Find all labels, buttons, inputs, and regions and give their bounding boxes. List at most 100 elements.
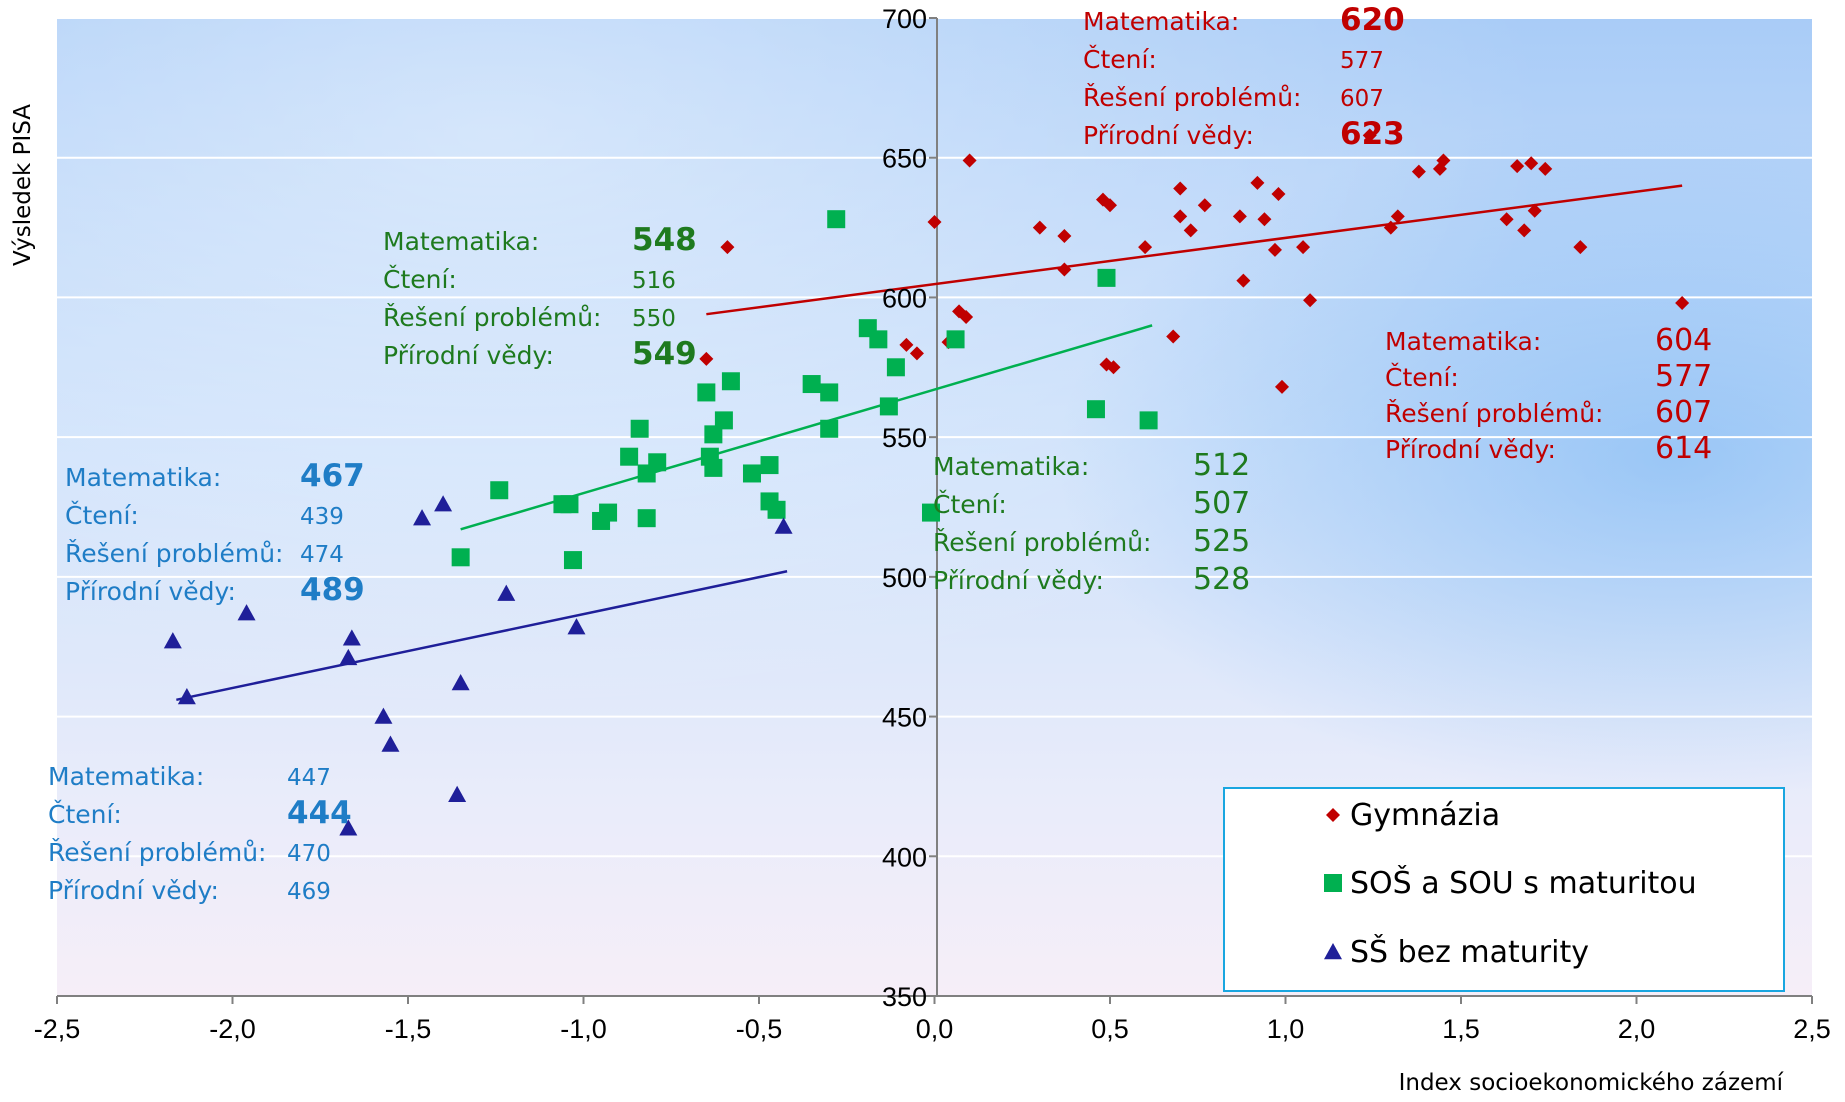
triangle-point xyxy=(381,735,400,752)
square-point xyxy=(490,481,509,500)
annotation-label: Řešení problémů: xyxy=(933,528,1151,557)
square-point xyxy=(886,358,905,377)
diamond-point xyxy=(1103,198,1117,213)
square-point xyxy=(620,447,639,466)
square-point xyxy=(563,551,582,570)
legend-item: SOŠ a SOU s maturitou xyxy=(1324,864,1697,901)
annotation-value: 512 xyxy=(1193,448,1250,483)
y-tick-label: 600 xyxy=(882,283,927,313)
diamond-point xyxy=(1326,808,1340,822)
square-point xyxy=(451,548,470,567)
annotation-label: Přírodní vědy: xyxy=(383,341,554,370)
y-tick-label: 650 xyxy=(882,144,927,174)
triangle-point xyxy=(567,618,586,635)
diamond-point xyxy=(1383,220,1398,235)
annotation-value: 516 xyxy=(632,268,676,294)
diamond-point xyxy=(1538,161,1553,176)
annotation-block: Matematika: 620 Čtení: 577 Řešení problémů: 6… xyxy=(1083,2,1405,152)
annotation-block: Matematika: 447 Čtení: 444 Řešení problémů: 4… xyxy=(48,762,352,905)
legend-label: SOŠ a SOU s maturitou xyxy=(1350,864,1697,901)
annotation-value: 447 xyxy=(287,765,331,791)
annotation-label: Přírodní vědy: xyxy=(65,577,236,606)
annotation-block: Matematika: 604 Čtení: 577 Řešení problémů: 6… xyxy=(1385,323,1712,466)
x-tick-label: 2,0 xyxy=(1618,1014,1656,1044)
annotation-block: Matematika: 548 Čtení: 516 Řešení problémů: 5… xyxy=(383,222,697,372)
square-point xyxy=(1097,268,1116,287)
annotation-label: Přírodní vědy: xyxy=(933,566,1104,595)
y-tick-label: 700 xyxy=(882,4,927,34)
triangle-point xyxy=(1324,943,1342,960)
square-point xyxy=(946,330,965,349)
annotation-value: 507 xyxy=(1193,486,1250,521)
diamond-point xyxy=(1510,159,1525,174)
square-point xyxy=(714,411,733,430)
diamond-point xyxy=(1675,296,1690,311)
annotation-value: 623 xyxy=(1340,116,1405,152)
square-point xyxy=(637,509,656,528)
annotation-value: 467 xyxy=(300,458,365,494)
annotation-label: Řešení problémů: xyxy=(1083,83,1301,112)
square-point xyxy=(802,375,821,394)
x-tick-label: 1,5 xyxy=(1442,1014,1480,1044)
annotation-label: Řešení problémů: xyxy=(1385,399,1603,428)
square-point xyxy=(869,330,888,349)
triangle-point xyxy=(339,648,358,666)
annotations: Matematika: 620 Čtení: 577 Řešení problémů: 6… xyxy=(48,2,1712,905)
trendline xyxy=(176,570,788,702)
square-point xyxy=(553,495,572,514)
square-point xyxy=(767,500,786,519)
square-point xyxy=(820,383,839,402)
annotation-value: 525 xyxy=(1193,524,1250,559)
diamond-point xyxy=(720,240,735,255)
annotation-label: Řešení problémů: xyxy=(65,539,283,568)
diamond-point xyxy=(1296,240,1311,255)
annotation-label: Čtení: xyxy=(48,799,122,829)
x-tick-label: 2,5 xyxy=(1793,1014,1831,1044)
triangle-point xyxy=(497,584,516,601)
x-tick-label: -1,5 xyxy=(385,1014,432,1044)
annotation-label: Čtení: xyxy=(933,489,1007,519)
annotation-value: 620 xyxy=(1340,2,1405,38)
annotation-label: Přírodní vědy: xyxy=(1385,435,1556,464)
annotation-label: Přírodní vědy: xyxy=(48,876,219,905)
diamond-point xyxy=(1173,181,1188,196)
annotation-value: 439 xyxy=(300,504,344,530)
square-point xyxy=(592,511,611,530)
tick-labels: 350 400 450 500 550 600 650 700 -2,5 -2,0 -1,5 -1,0… xyxy=(34,4,1831,1044)
square-point xyxy=(921,503,940,522)
diamond-point xyxy=(1303,293,1318,308)
annotation-value: 607 xyxy=(1340,86,1384,112)
square-point xyxy=(760,456,779,475)
square-point xyxy=(1139,411,1158,430)
y-tick-label: 550 xyxy=(882,423,927,453)
square-point xyxy=(827,210,846,229)
annotation-value: 444 xyxy=(287,795,352,831)
legend-item: SŠ bez maturity xyxy=(1324,933,1589,970)
annotation-value: 474 xyxy=(300,542,344,568)
diamond-point xyxy=(1524,156,1539,171)
diamond-point xyxy=(1106,360,1121,375)
annotation-block: Matematika: 467 Čtení: 439 Řešení problémů: 4… xyxy=(65,458,365,608)
diamond-point xyxy=(927,214,942,229)
triangle-point xyxy=(342,629,361,646)
square-point xyxy=(704,425,723,444)
annotation-value: 528 xyxy=(1193,562,1250,597)
y-tick-label: 450 xyxy=(882,703,927,733)
y-tick-label: 500 xyxy=(882,563,927,593)
diamond-point xyxy=(1527,203,1542,218)
diamond-point xyxy=(899,337,914,352)
diamond-point xyxy=(699,351,714,366)
diamond-point xyxy=(1250,175,1265,190)
triangle-point xyxy=(413,509,432,526)
diamond-point xyxy=(1236,273,1251,288)
diamond-point xyxy=(1257,212,1272,227)
annotation-value: 550 xyxy=(632,306,676,332)
diamond-point xyxy=(1032,220,1047,235)
x-tick-label: -2,5 xyxy=(34,1014,81,1044)
diamond-point xyxy=(1271,187,1286,202)
diamond-point xyxy=(1362,128,1377,143)
annotation-value: 607 xyxy=(1655,395,1712,430)
annotation-label: Přírodní vědy: xyxy=(1083,121,1254,150)
annotation-label: Matematika: xyxy=(933,452,1089,481)
